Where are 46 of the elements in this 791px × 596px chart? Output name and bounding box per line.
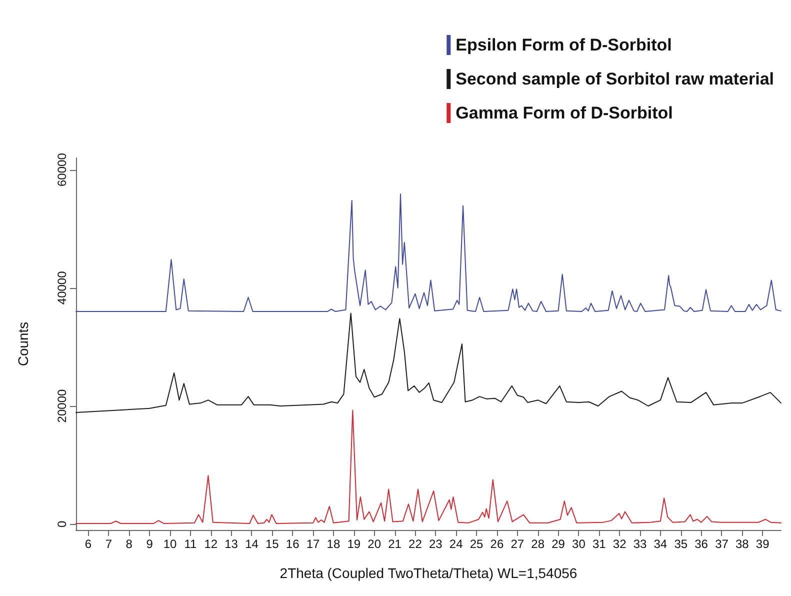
x-tick-label: 24 bbox=[449, 537, 464, 551]
y-tick-label: 40000 bbox=[55, 270, 69, 305]
x-tick-label: 19 bbox=[347, 537, 361, 551]
x-tick-label: 28 bbox=[531, 537, 545, 551]
x-tick-label: 30 bbox=[572, 537, 586, 551]
x-tick-label: 15 bbox=[265, 537, 280, 551]
x-tick-label: 11 bbox=[184, 537, 197, 551]
x-tick-label: 33 bbox=[633, 537, 647, 551]
legend-label: Gamma Form of D-Sorbitol bbox=[456, 104, 673, 122]
x-tick-label: 10 bbox=[163, 537, 177, 551]
x-tick-label: 32 bbox=[612, 537, 627, 551]
x-tick-label: 23 bbox=[428, 537, 443, 551]
x-tick-label: 20 bbox=[368, 537, 382, 551]
y-tick-label: 20000 bbox=[55, 388, 69, 423]
x-tick-label: 36 bbox=[694, 537, 708, 551]
x-tick-label: 9 bbox=[146, 537, 154, 551]
line-series bbox=[76, 194, 782, 312]
x-tick-label: 22 bbox=[408, 537, 422, 551]
y-tick-label: 60000 bbox=[55, 152, 69, 186]
x-tick-label: 26 bbox=[490, 537, 504, 551]
legend-label: Second sample of Sorbitol raw material bbox=[456, 70, 774, 88]
x-tick-label: 34 bbox=[654, 537, 668, 551]
x-tick-label: 37 bbox=[715, 537, 729, 551]
x-tick-label: 12 bbox=[204, 537, 218, 551]
y-tick-label: 0 bbox=[55, 520, 69, 528]
x-tick-label: 18 bbox=[326, 537, 340, 551]
x-axis-title: 2Theta (Coupled TwoTheta/Theta) WL=1,54056 bbox=[280, 565, 578, 581]
x-tick-label: 13 bbox=[224, 537, 238, 551]
line-series bbox=[76, 410, 782, 524]
x-tick-label: 27 bbox=[510, 537, 524, 551]
x-tick-label: 29 bbox=[552, 537, 566, 551]
x-tick-label: 17 bbox=[306, 537, 320, 551]
y-axis-title: Counts bbox=[15, 322, 31, 366]
x-tick-label: 16 bbox=[286, 537, 300, 551]
x-tick-label: 35 bbox=[674, 537, 688, 551]
x-tick-label: 7 bbox=[105, 537, 112, 551]
x-tick-label: 31 bbox=[592, 537, 606, 551]
legend-label: Epsilon Form of D-Sorbitol bbox=[456, 36, 672, 54]
x-tick-label: 25 bbox=[470, 537, 484, 551]
x-tick-label: 38 bbox=[735, 537, 750, 551]
x-tick-label: 39 bbox=[756, 537, 770, 551]
line-series bbox=[76, 312, 782, 413]
x-tick-label: 14 bbox=[245, 537, 259, 551]
x-tick-label: 6 bbox=[84, 537, 92, 551]
x-tick-label: 8 bbox=[126, 537, 133, 551]
x-tick-label: 21 bbox=[388, 537, 402, 551]
